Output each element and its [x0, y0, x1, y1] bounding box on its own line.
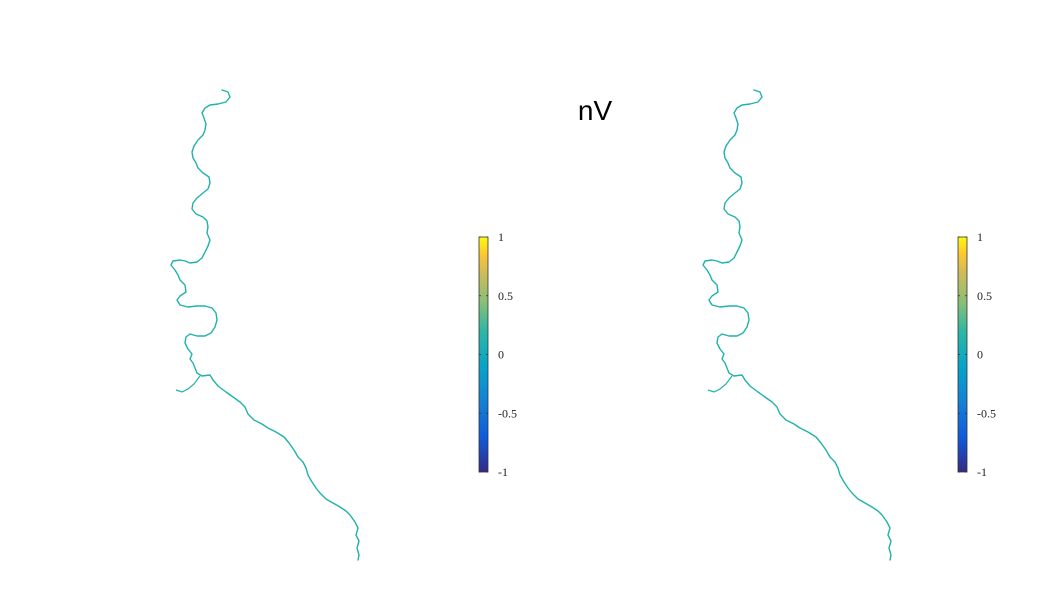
colorbar-tick-label: 0 [977, 348, 983, 362]
colorbar-tick-label: 0.5 [977, 289, 992, 303]
river-branch [707, 375, 733, 393]
river-channel [702, 89, 892, 561]
colorbar-tick-label: -1 [498, 465, 508, 479]
colorbar-tick-label: 0.5 [498, 289, 513, 303]
colorbar-tick-label: 0 [498, 348, 504, 362]
colorbar-tick-label: -1 [977, 465, 987, 479]
colorbar-tick-label: 1 [977, 230, 983, 244]
river-branch [175, 375, 201, 393]
colorbar-tick-label: -0.5 [498, 406, 517, 420]
right-panel: 1 0.5 0 -0.5 -1 [702, 89, 996, 561]
river-channel [170, 89, 360, 561]
left-panel: 1 0.5 0 -0.5 -1 [170, 89, 517, 561]
figure-title: nV [578, 95, 613, 126]
colorbar-tick-label: -0.5 [977, 406, 996, 420]
colorbar-tick-label: 1 [498, 230, 504, 244]
